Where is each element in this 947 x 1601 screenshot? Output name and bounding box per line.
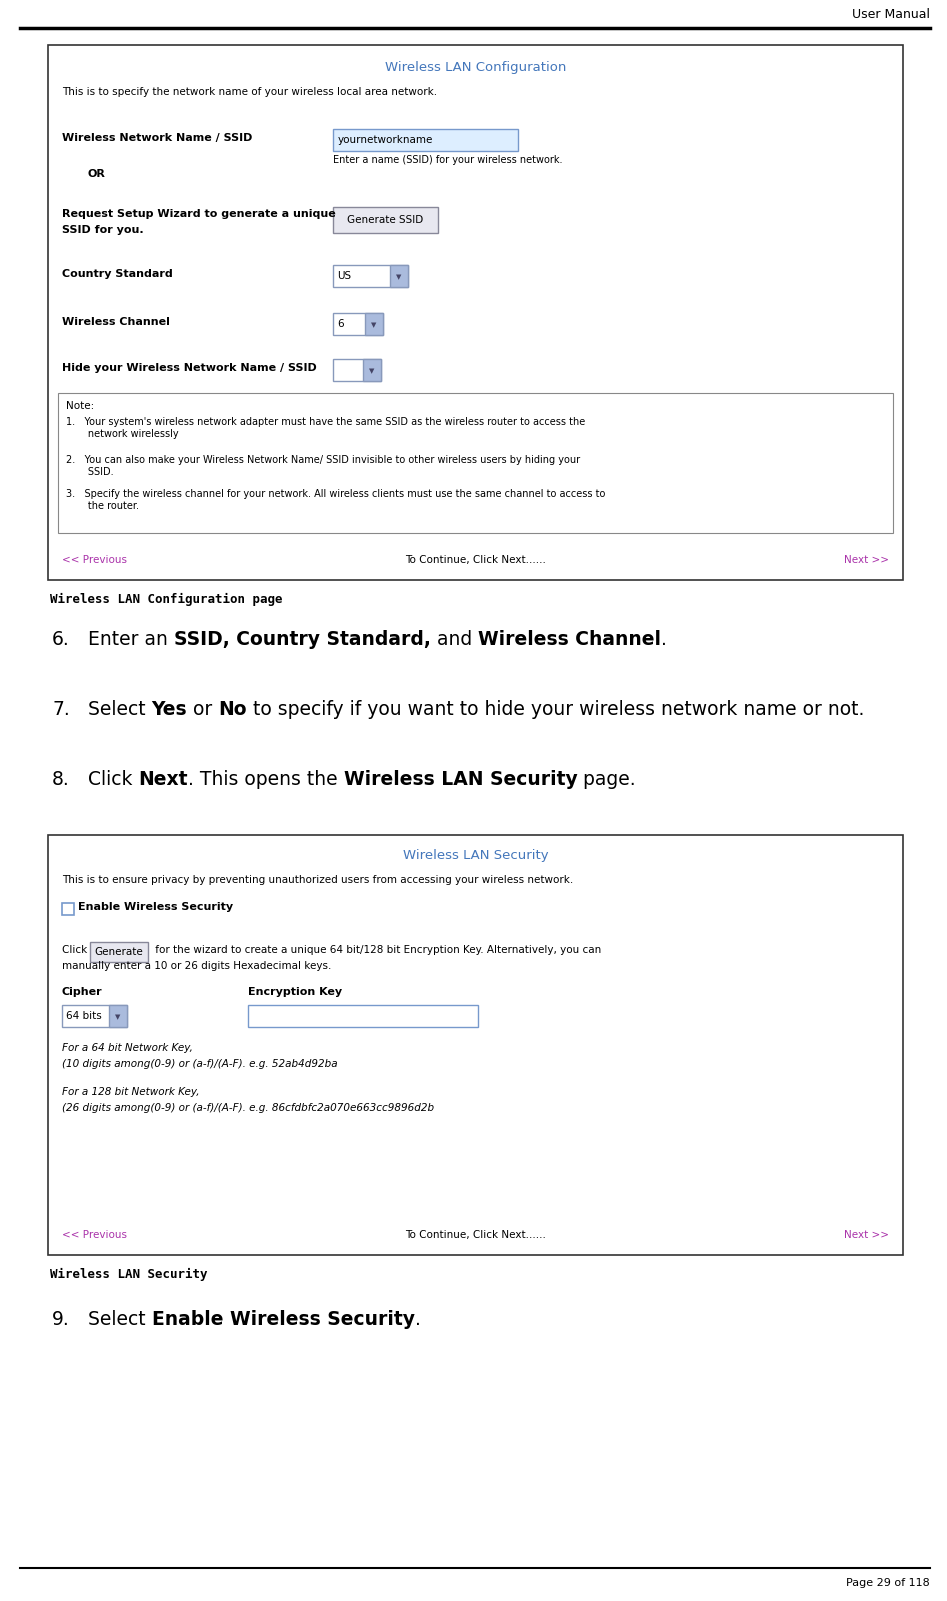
Text: (26 digits among(0-9) or (a-f)/(A-F). e.g. 86cfdbfc2a070e663cc9896d2b: (26 digits among(0-9) or (a-f)/(A-F). e.…: [62, 1103, 434, 1113]
Bar: [333, 266, 408, 287]
Text: for the wizard to create a unique 64 bit/128 bit Encryption Key. Alternatively, : for the wizard to create a unique 64 bit…: [152, 945, 601, 956]
Text: yournetworkname: yournetworkname: [338, 134, 434, 146]
Text: 6: 6: [337, 319, 344, 328]
Bar: [333, 130, 518, 150]
Text: 6.: 6.: [52, 631, 70, 648]
Text: This is to specify the network name of your wireless local area network.: This is to specify the network name of y…: [62, 86, 438, 98]
Text: .: .: [415, 1310, 420, 1329]
Bar: [333, 314, 383, 335]
Text: or: or: [188, 700, 219, 719]
Text: ▼: ▼: [116, 1013, 120, 1020]
Bar: [109, 1005, 127, 1026]
Text: 2.   You can also make your Wireless Network Name/ SSID invisible to other wirel: 2. You can also make your Wireless Netwo…: [66, 455, 581, 477]
Text: For a 64 bit Network Key,: For a 64 bit Network Key,: [62, 1042, 193, 1053]
Text: No: No: [219, 700, 247, 719]
Text: (10 digits among(0-9) or (a-f)/(A-F). e.g. 52ab4d92ba: (10 digits among(0-9) or (a-f)/(A-F). e.…: [62, 1058, 338, 1069]
Text: 8.: 8.: [52, 770, 70, 789]
Text: Generate SSID: Generate SSID: [348, 215, 423, 226]
Bar: [58, 392, 893, 533]
Bar: [48, 836, 903, 1255]
Text: OR: OR: [88, 170, 106, 179]
Text: Page 29 of 118: Page 29 of 118: [847, 1579, 930, 1588]
Text: Request Setup Wizard to generate a unique: Request Setup Wizard to generate a uniqu…: [62, 210, 336, 219]
Text: ▼: ▼: [369, 368, 375, 375]
Text: User Manual: User Manual: [852, 8, 930, 21]
Text: page.: page.: [578, 770, 636, 789]
Text: 64 bits: 64 bits: [66, 1010, 101, 1021]
Text: ▼: ▼: [396, 274, 402, 280]
Text: Encryption Key: Encryption Key: [248, 986, 342, 997]
Bar: [365, 314, 383, 335]
Text: 1.   Your system's wireless network adapter must have the same SSID as the wirel: 1. Your system's wireless network adapte…: [66, 416, 585, 439]
Bar: [48, 45, 903, 580]
Bar: [62, 1005, 127, 1026]
Text: Wireless LAN Configuration: Wireless LAN Configuration: [384, 61, 566, 74]
Text: Next: Next: [138, 770, 188, 789]
Text: ▼: ▼: [371, 322, 377, 328]
Text: manually enter a 10 or 26 digits Hexadecimal keys.: manually enter a 10 or 26 digits Hexadec…: [62, 961, 331, 970]
Bar: [333, 207, 438, 234]
Text: Country Standard: Country Standard: [62, 269, 172, 279]
Text: and: and: [431, 631, 478, 648]
Text: Enter a name (SSID) for your wireless network.: Enter a name (SSID) for your wireless ne…: [333, 155, 563, 165]
Text: << Previous: << Previous: [62, 1230, 127, 1241]
Text: Hide your Wireless Network Name / SSID: Hide your Wireless Network Name / SSID: [62, 363, 316, 373]
Text: Wireless LAN Security: Wireless LAN Security: [344, 770, 578, 789]
Text: Next >>: Next >>: [844, 1230, 889, 1241]
Text: Select: Select: [88, 700, 152, 719]
Text: Select: Select: [88, 1310, 152, 1329]
Text: Wireless Channel: Wireless Channel: [62, 317, 170, 327]
Text: Yes: Yes: [152, 700, 188, 719]
Text: . This opens the: . This opens the: [188, 770, 344, 789]
Text: Enter an: Enter an: [88, 631, 174, 648]
Text: Wireless LAN Security: Wireless LAN Security: [50, 1268, 207, 1281]
Text: 9.: 9.: [52, 1310, 70, 1329]
Text: to specify if you want to hide your wireless network name or not.: to specify if you want to hide your wire…: [247, 700, 865, 719]
Bar: [90, 941, 148, 962]
Text: Wireless Network Name / SSID: Wireless Network Name / SSID: [62, 133, 252, 142]
Text: To Continue, Click Next......: To Continue, Click Next......: [405, 1230, 545, 1241]
Text: Generate: Generate: [95, 948, 143, 957]
Bar: [62, 903, 74, 916]
Text: SSID for you.: SSID for you.: [62, 226, 144, 235]
Text: To Continue, Click Next......: To Continue, Click Next......: [405, 556, 545, 565]
Text: Enable Wireless Security: Enable Wireless Security: [152, 1310, 415, 1329]
Text: Note:: Note:: [66, 400, 95, 411]
Text: Next >>: Next >>: [844, 556, 889, 565]
Text: Wireless Channel: Wireless Channel: [478, 631, 661, 648]
Text: .: .: [661, 631, 667, 648]
Text: US: US: [337, 271, 351, 282]
Bar: [390, 266, 408, 287]
Text: Wireless LAN Configuration page: Wireless LAN Configuration page: [50, 592, 282, 607]
Text: 7.: 7.: [52, 700, 70, 719]
Text: Enable Wireless Security: Enable Wireless Security: [78, 901, 233, 913]
Text: SSID, Country Standard,: SSID, Country Standard,: [174, 631, 431, 648]
Text: Click: Click: [62, 945, 91, 956]
Text: For a 128 bit Network Key,: For a 128 bit Network Key,: [62, 1087, 200, 1097]
Bar: [333, 359, 381, 381]
Text: Cipher: Cipher: [62, 986, 102, 997]
Bar: [363, 359, 381, 381]
Bar: [248, 1005, 478, 1026]
Text: Wireless LAN Security: Wireless LAN Security: [402, 849, 548, 861]
Text: << Previous: << Previous: [62, 556, 127, 565]
Text: Click: Click: [88, 770, 138, 789]
Text: 3.   Specify the wireless channel for your network. All wireless clients must us: 3. Specify the wireless channel for your…: [66, 488, 605, 511]
Text: This is to ensure privacy by preventing unauthorized users from accessing your w: This is to ensure privacy by preventing …: [62, 876, 573, 885]
